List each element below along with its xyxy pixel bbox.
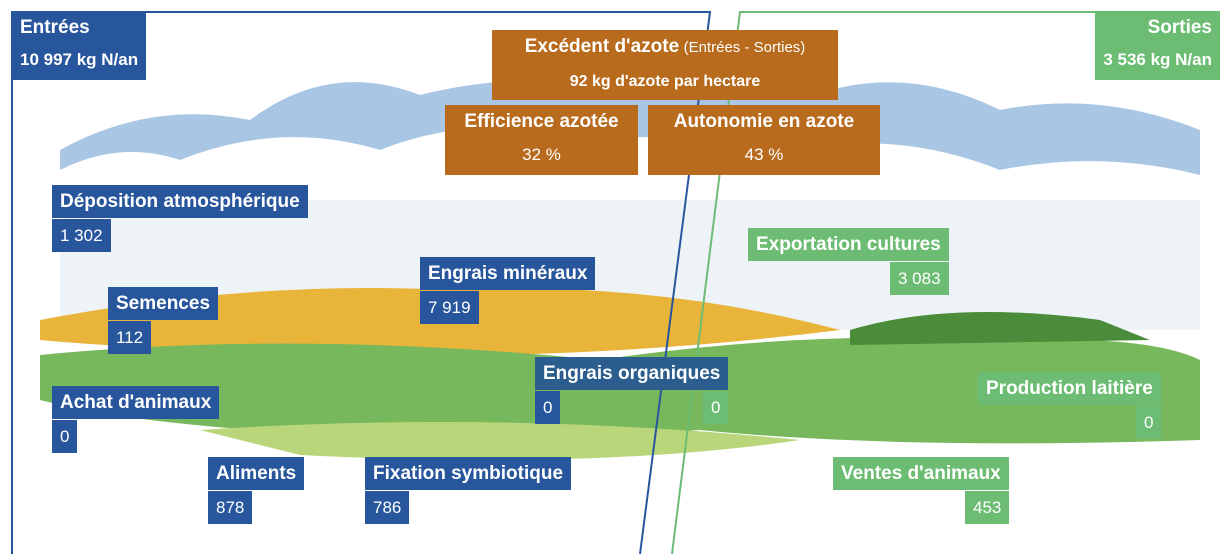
- organic-output-value: 0: [703, 391, 729, 424]
- title: Autonomie en azote: [673, 111, 855, 132]
- output-label: Production laitière: [978, 372, 1161, 405]
- efficiency-card: Efficience azotée 32 %: [445, 105, 638, 175]
- organic-label: Engrais organiques: [535, 357, 729, 390]
- input-value: 1 302: [52, 219, 111, 252]
- input-value: 878: [208, 491, 253, 524]
- outputs-header: Sorties 3 536 kg N/an: [1095, 12, 1220, 80]
- title: Entrées: [20, 17, 90, 38]
- input-label: Engrais minéraux: [420, 257, 596, 290]
- value: 32 %: [522, 145, 561, 164]
- organic-input-value: 0: [535, 391, 561, 424]
- excess-card: Excédent d'azote (Entrées - Sorties) 92 k…: [492, 30, 838, 100]
- input-value: 786: [365, 491, 410, 524]
- note: (Entrées - Sorties): [683, 39, 806, 56]
- meadow: [200, 422, 800, 460]
- title: Excédent d'azote: [524, 36, 680, 57]
- output-value: 0: [1136, 406, 1162, 439]
- inputs-frame: [11, 11, 712, 554]
- input-label: Déposition atmosphérique: [52, 185, 308, 218]
- trees: [850, 312, 1150, 345]
- title: Efficience azotée: [464, 111, 619, 132]
- value: 92 kg d'azote par hectare: [569, 73, 761, 90]
- input-label: Semences: [108, 287, 219, 320]
- output-label: Exportation cultures: [748, 228, 949, 261]
- input-label: Achat d'animaux: [52, 386, 220, 419]
- total: 10 997 kg N/an: [20, 50, 139, 69]
- output-value: 3 083: [890, 262, 949, 295]
- autonomy-card: Autonomie en azote 43 %: [648, 105, 880, 175]
- input-value: 0: [52, 420, 78, 453]
- title: Sorties: [1147, 17, 1212, 38]
- output-value: 453: [965, 491, 1010, 524]
- input-value: 112: [108, 321, 152, 354]
- value: 43 %: [744, 145, 784, 164]
- input-label: Aliments: [208, 457, 305, 490]
- input-label: Fixation symbiotique: [365, 457, 572, 490]
- output-label: Ventes d'animaux: [833, 457, 1009, 490]
- inputs-header: Entrées 10 997 kg N/an: [12, 12, 147, 80]
- green-field: [40, 337, 1200, 444]
- total: 3 536 kg N/an: [1103, 50, 1212, 69]
- input-value: 7 919: [420, 291, 479, 324]
